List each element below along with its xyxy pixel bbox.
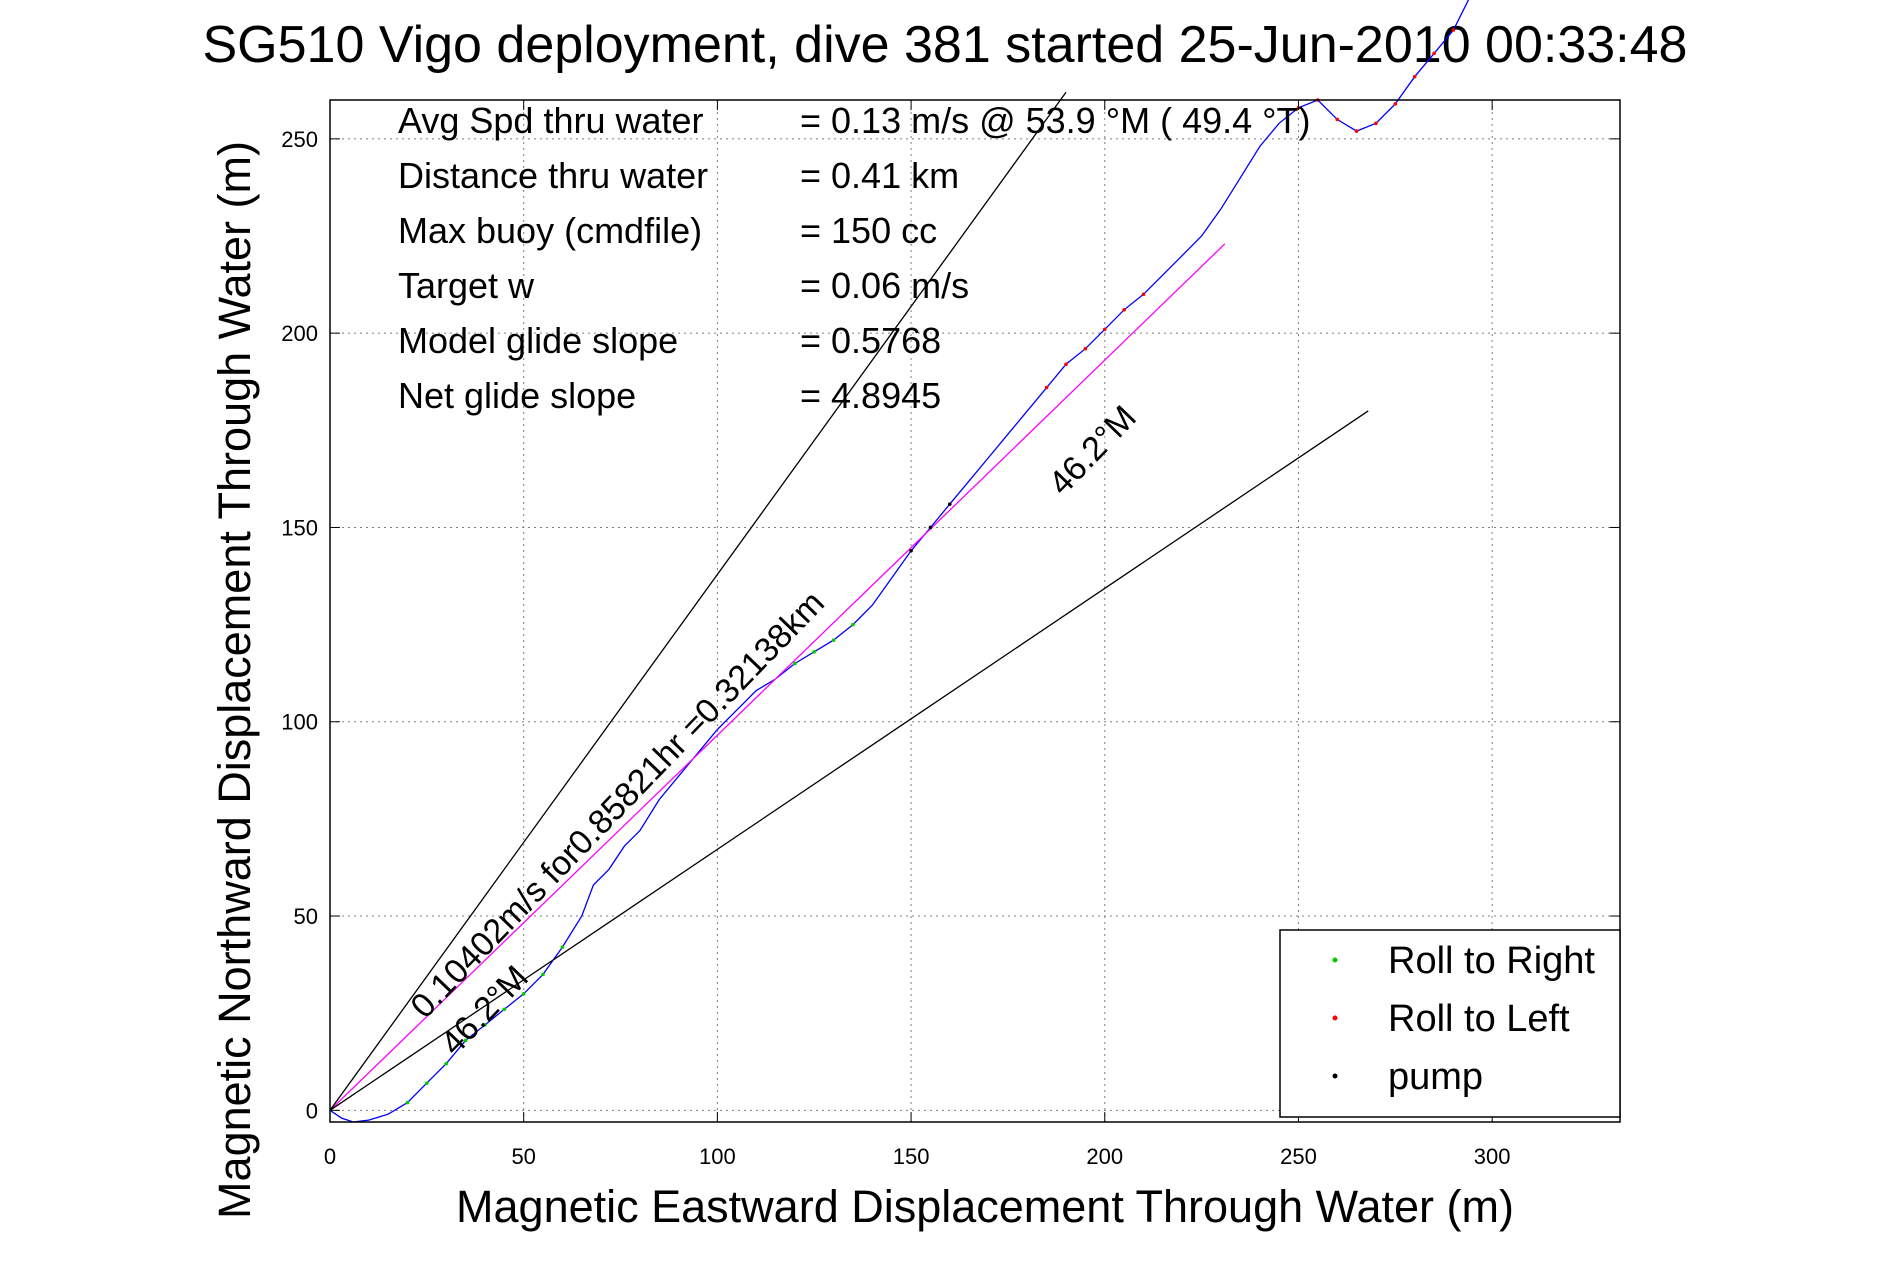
legend-entry: Roll to Right: [1388, 940, 1595, 982]
sample-marker: [1044, 385, 1049, 390]
x-tick-label: 0: [324, 1144, 336, 1169]
legend-marker: [1332, 957, 1338, 963]
x-tick-label: 200: [1086, 1144, 1123, 1169]
sample-marker: [793, 661, 797, 666]
sample-marker: [1083, 346, 1088, 351]
sample-marker: [1122, 308, 1126, 312]
sample-marker: [1102, 327, 1107, 332]
sample-marker: [502, 1007, 507, 1012]
stat-label: Model glide slope: [398, 320, 678, 361]
sample-marker: [948, 502, 952, 506]
stat-value: = 0.13 m/s @ 53.9 °M ( 49.4 °T): [800, 100, 1311, 141]
sample-marker: [1335, 117, 1340, 122]
series-line-3: [329, 410, 1369, 1111]
series-layer: [329, 0, 1470, 1123]
sample-marker: [560, 945, 565, 949]
legend-marker: [1332, 1015, 1338, 1021]
stat-value: = 0.06 m/s: [800, 265, 969, 306]
sample-marker: [909, 548, 913, 553]
sample-marker: [541, 972, 545, 977]
stat-label: Target w: [398, 265, 535, 306]
sample-marker: [444, 1061, 449, 1066]
legend: Roll to Right Roll to Left pump: [1279, 929, 1621, 1118]
sample-marker: [1451, 28, 1456, 32]
legend-marker: [1332, 1073, 1338, 1079]
sample-marker: [1354, 129, 1359, 133]
y-tick-label: 50: [294, 904, 318, 929]
stat-label: Distance thru water: [398, 155, 708, 196]
x-tick-label: 150: [893, 1144, 930, 1169]
legend-entry: pump: [1388, 1056, 1483, 1098]
stat-label: Net glide slope: [398, 375, 636, 416]
stat-value: = 0.41 km: [800, 155, 959, 196]
plot-frame: [329, 99, 1621, 1123]
sample-marker: [463, 1038, 468, 1043]
x-tick-label: 100: [699, 1144, 736, 1169]
sample-marker: [812, 650, 817, 654]
sample-marker: [1374, 121, 1378, 126]
stat-value: = 4.8945: [800, 375, 941, 416]
y-tick-label: 200: [281, 321, 318, 346]
chart-title: SG510 Vigo deployment, dive 381 started …: [203, 16, 1688, 74]
sample-marker: [425, 1081, 429, 1085]
series-line-1: [329, 243, 1226, 1111]
stat-label: Max buoy (cmdfile): [398, 210, 702, 251]
y-tick-label: 150: [281, 515, 318, 540]
x-tick-label: 300: [1474, 1144, 1511, 1169]
x-tick-label: 50: [511, 1144, 535, 1169]
y-tick-label: 100: [281, 710, 318, 735]
y-tick-label: 250: [281, 127, 318, 152]
sample-marker: [851, 622, 855, 627]
sample-marker: [1412, 74, 1417, 79]
y-tick-label: 0: [306, 1098, 318, 1123]
y-axis-label: Magnetic Northward Displacement Through …: [209, 141, 260, 1219]
series-line-2: [329, 91, 1067, 1111]
tick-labels: 0 50 100 150 200 250 300 0 50 100 150 200 250: [281, 127, 1510, 1169]
sample-marker: [1064, 362, 1068, 367]
sample-marker: [1393, 102, 1398, 106]
sample-marker: [405, 1100, 410, 1105]
x-tick-label: 250: [1280, 1144, 1317, 1169]
sample-marker: [521, 991, 526, 996]
stat-value: = 150 cc: [800, 210, 937, 251]
x-axis-label: Magnetic Eastward Displacement Through W…: [456, 1181, 1514, 1232]
sample-marker: [1432, 51, 1436, 56]
sample-marker: [831, 638, 836, 642]
ticks: [329, 100, 1620, 1122]
stat-value: = 0.5768: [800, 320, 941, 361]
sample-marker: [483, 1023, 487, 1027]
sample-marker: [928, 525, 933, 530]
stat-label: Avg Spd thru water: [398, 100, 704, 141]
legend-entry: Roll to Left: [1388, 998, 1570, 1040]
sample-marker: [1141, 292, 1146, 297]
stats-block: Avg Spd thru water = 0.13 m/s @ 53.9 °M (…: [398, 100, 1311, 416]
